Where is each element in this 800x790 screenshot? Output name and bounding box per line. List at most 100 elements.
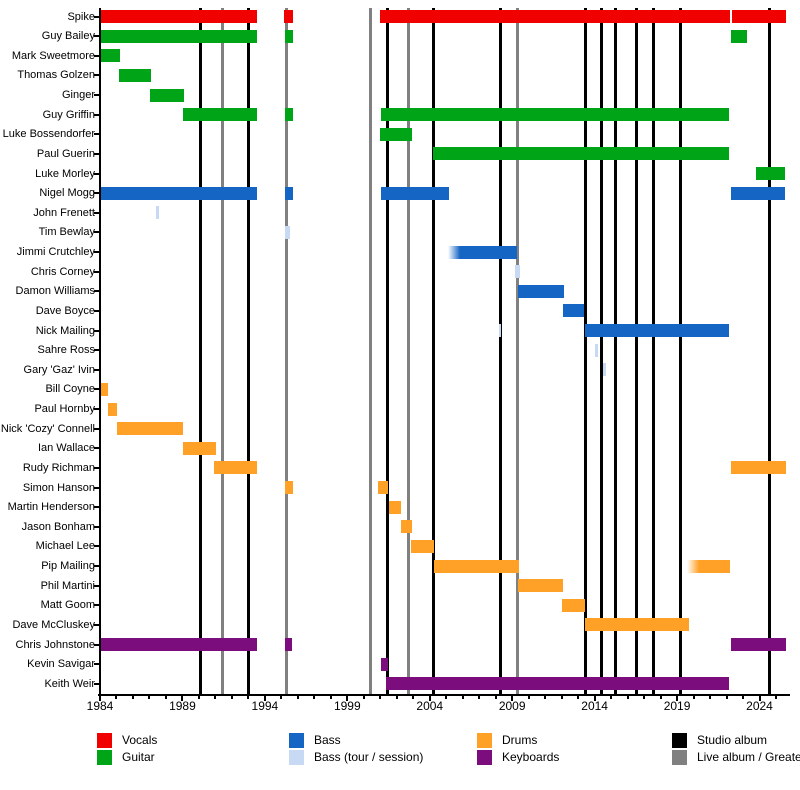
y-axis-tick [94,623,100,626]
x-axis-minor-tick [115,696,118,699]
timeline-bar [433,559,519,573]
timeline-bar [117,422,184,436]
timeline-bar [100,10,257,23]
x-axis-label: 2019 [663,699,691,713]
studio-album-line [767,8,771,695]
timeline-bar [283,10,293,23]
timeline-bar [410,539,434,553]
timeline-bar [731,638,786,651]
live-album-line [220,8,224,695]
timeline-bar [562,598,585,612]
y-axis-tick [94,251,100,253]
x-axis-minor-tick [742,696,744,699]
row-label: Matt Goom [40,599,95,612]
x-axis-label: 1989 [169,699,196,713]
timeline-bar [381,657,388,671]
studio-album-line [599,8,603,695]
row-label: Guy Griffin [42,108,95,121]
timeline-bar [213,461,257,475]
x-axis-minor-tick [494,696,497,699]
y-axis-tick [94,565,100,567]
x-axis-major-tick [181,696,184,701]
x-axis-minor-tick [544,696,547,699]
timeline-bar [183,108,257,122]
y-axis-tick [94,349,100,352]
x-axis-minor-tick [725,696,728,699]
live-album-line [516,8,520,695]
y-axis-tick [94,94,100,96]
timeline-bar [156,206,159,220]
legend-swatch-bass_session [289,750,304,765]
row-label: Jimmi Crutchley [16,246,95,258]
row-label: Rudy Richman [22,461,95,474]
x-axis-minor-tick [296,696,299,699]
y-axis-tick [94,447,100,450]
x-axis-minor-tick [313,696,316,699]
legend-label-guitar: Guitar [122,750,155,764]
y-axis-tick [94,584,100,587]
y-axis-tick [94,682,100,685]
x-axis-minor-tick [412,696,415,699]
row-label: Dave Boyce [35,304,95,317]
x-axis-minor-tick [478,696,481,699]
timeline-bar [731,29,748,43]
row-label: Keith Weir [44,677,95,690]
x-axis-line [98,694,790,696]
timeline-bar [380,10,730,23]
studio-album-line [678,8,682,695]
studio-album-line [199,8,203,695]
y-axis-tick [94,231,100,234]
row-label: Sahre Ross [37,344,95,357]
row-label: Pip Mailing [41,560,95,572]
y-axis-tick [94,113,100,116]
timeline-bar [447,245,518,259]
timeline-bar [515,265,520,279]
y-axis-tick [94,290,100,293]
y-axis-tick [94,172,100,175]
row-label: Michael Lee [35,540,95,553]
legend-swatch-studio_album [672,733,687,748]
legend-swatch-bass [289,733,304,748]
timeline-bar [100,29,257,43]
y-axis-tick [94,192,100,195]
x-axis-minor-tick [164,696,167,699]
timeline-bar [584,618,689,632]
timeline-bar [381,108,729,122]
x-axis-label: 1999 [333,699,361,713]
x-axis-major-tick [676,696,679,701]
row-label: Nigel Mogg [39,187,95,200]
row-label: Nick Mailing [35,324,95,337]
row-label: Paul Guerin [36,147,95,160]
x-axis-minor-tick [774,696,777,699]
x-axis-minor-tick [379,696,382,699]
timeline-bar [284,108,293,122]
studio-album-line [432,8,436,695]
timeline-bar [284,29,293,43]
row-label: Ginger [61,89,95,101]
y-axis-tick [94,54,100,57]
row-label: Chris Johnstone [15,638,96,651]
studio-album-line [584,8,588,695]
x-axis-major-tick [758,696,761,701]
x-axis-minor-tick [395,696,398,699]
y-axis-tick [94,486,100,489]
row-label: Ian Wallace [37,442,95,455]
timeline-bar [100,186,257,200]
x-axis-label: 2024 [746,699,773,713]
y-axis-tick [94,506,100,509]
row-label: Spike [67,10,95,23]
x-axis-minor-tick [197,696,200,699]
y-axis-tick [94,35,100,38]
timeline-bar [285,638,293,651]
timeline-bar [108,402,118,416]
timeline-bar [594,343,598,357]
timeline-bar [517,579,564,593]
y-axis-tick [94,133,100,136]
x-axis-minor-tick [247,696,250,699]
x-axis-label: 2004 [416,699,444,713]
y-axis-tick [94,663,100,666]
row-label: Kevin Savigar [27,658,95,671]
x-axis-major-tick [263,696,266,701]
timeline-bar [498,324,501,337]
timeline-bar [686,559,730,573]
